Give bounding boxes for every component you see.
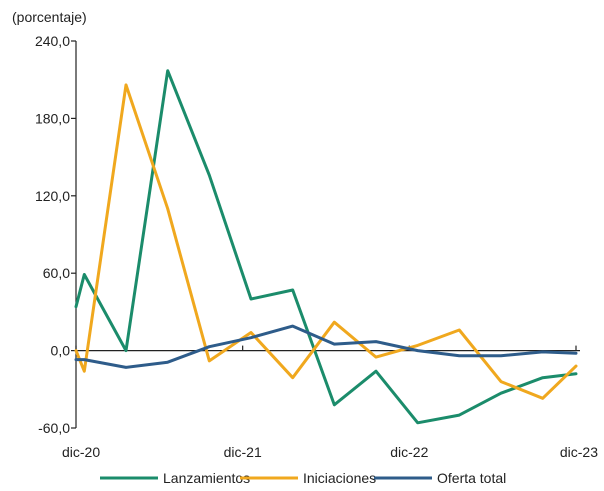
x-tick-label: dic-20 <box>62 444 100 460</box>
series-line-lanzamientos <box>74 69 578 425</box>
series-line-iniciaciones <box>74 83 578 400</box>
legend-label: Oferta total <box>437 470 506 486</box>
x-tick-label: dic-23 <box>560 444 598 460</box>
y-tick-label: 0,0 <box>51 343 71 359</box>
series-lines <box>74 69 578 425</box>
x-tick-label: dic-22 <box>390 444 428 460</box>
legend: Lanzamientos Iniciaciones Oferta total <box>100 470 506 486</box>
y-tick-label: 180,0 <box>35 110 70 126</box>
y-tick-label: 120,0 <box>35 188 70 204</box>
y-axis: 240,0 180,0 120,0 60,0 0,0 -60,0 <box>35 33 77 436</box>
y-tick-label: -60,0 <box>38 420 70 436</box>
legend-label: Lanzamientos <box>163 470 250 486</box>
series-line-oferta-total <box>74 324 578 369</box>
y-tick-label: 60,0 <box>43 265 70 281</box>
x-tick-label: dic-21 <box>224 444 262 460</box>
x-axis: dic-20 dic-21 dic-22 dic-23 <box>62 345 598 460</box>
unit-label: (porcentaje) <box>12 9 87 25</box>
y-tick-label: 240,0 <box>35 33 70 49</box>
legend-label: Iniciaciones <box>303 470 376 486</box>
